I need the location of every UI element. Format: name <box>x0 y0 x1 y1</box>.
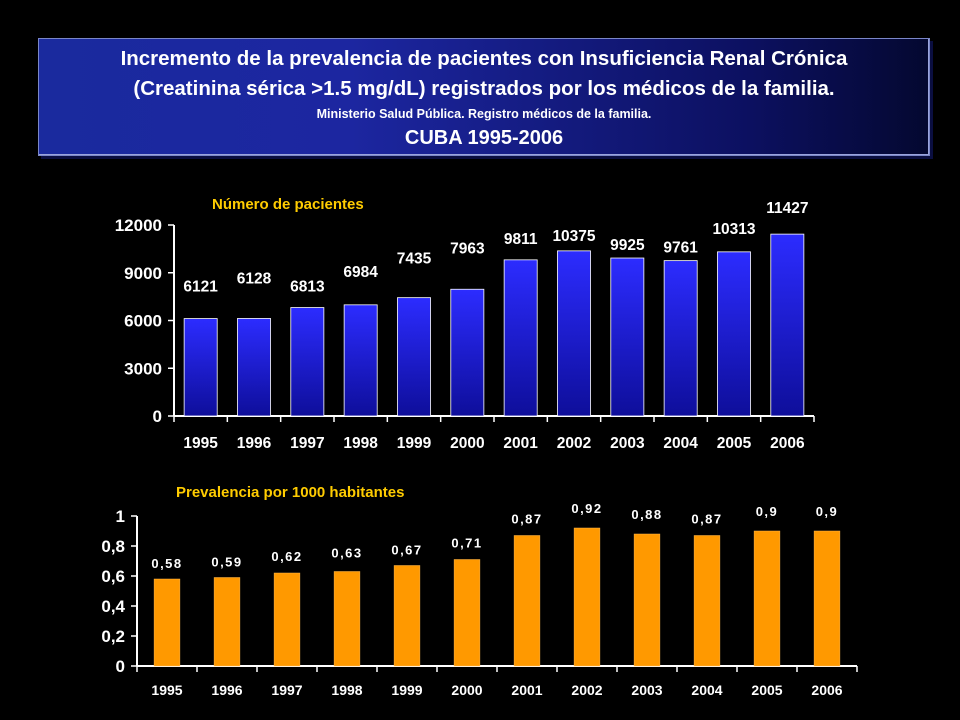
data-label: 0,88 <box>631 507 662 522</box>
bar-1998 <box>343 304 378 417</box>
data-label: 0,58 <box>151 556 182 571</box>
bar-2006 <box>813 530 841 667</box>
data-label: 0,9 <box>816 504 839 519</box>
x-tick-label: 2001 <box>503 435 538 452</box>
bar-1997 <box>273 572 301 667</box>
bar-1996 <box>213 577 241 667</box>
subtitle: CUBA 1995-2006 <box>404 127 564 149</box>
y-tick-label: 6000 <box>124 312 162 331</box>
data-label: 0,63 <box>331 546 362 561</box>
data-label: 0,92 <box>571 501 602 516</box>
bar-2000 <box>450 288 485 417</box>
x-tick-label: 2002 <box>571 682 602 698</box>
chart-title: Número de pacientes <box>212 196 364 213</box>
x-tick-label: 2002 <box>557 435 591 452</box>
x-tick-label: 2006 <box>811 682 842 698</box>
data-label: 10375 <box>552 228 595 245</box>
bar-2003 <box>633 533 661 667</box>
bar-2001 <box>513 535 541 667</box>
title-line-2: (Creatinina sérica >1.5 mg/dL) registrad… <box>133 77 835 100</box>
x-tick-label: 1995 <box>183 435 218 452</box>
bar-2001 <box>503 259 538 417</box>
y-tick-label: 1 <box>116 507 125 526</box>
data-label: 0,9 <box>756 504 779 519</box>
data-label: 7435 <box>397 251 432 268</box>
data-label: 9811 <box>504 231 538 248</box>
data-label: 0,62 <box>271 549 302 564</box>
x-tick-label: 1995 <box>151 682 182 698</box>
data-label: 0,67 <box>391 543 422 558</box>
x-tick-label: 1996 <box>237 435 272 452</box>
y-tick-label: 3000 <box>124 359 162 378</box>
y-tick-label: 0 <box>116 657 125 676</box>
data-label: 7963 <box>450 240 485 257</box>
x-tick-label: 2005 <box>717 435 752 452</box>
data-label: 0,87 <box>691 512 722 527</box>
x-tick-label: 1999 <box>397 435 432 452</box>
data-label: 0,71 <box>451 536 482 551</box>
y-tick-label: 12000 <box>115 216 162 235</box>
title-line-1: Incremento de la prevalencia de paciente… <box>120 47 848 70</box>
data-label: 6984 <box>343 264 378 281</box>
x-tick-label: 1997 <box>290 435 324 452</box>
y-tick-label: 0,2 <box>101 627 125 646</box>
bar-1996 <box>237 318 271 417</box>
x-tick-label: 1996 <box>211 682 242 698</box>
data-label: 9761 <box>663 240 698 257</box>
bar-2002 <box>573 527 601 667</box>
y-tick-label: 0,8 <box>101 537 125 556</box>
x-tick-label: 2004 <box>663 435 698 452</box>
x-tick-label: 2005 <box>751 682 782 698</box>
data-label: 10313 <box>712 221 755 238</box>
x-tick-label: 1997 <box>271 682 302 698</box>
bar-2000 <box>453 559 481 667</box>
data-label: 0,87 <box>511 512 542 527</box>
bar-2002 <box>557 250 591 417</box>
bar-2004 <box>693 535 721 667</box>
title-banner: Incremento de la prevalencia de paciente… <box>38 38 930 156</box>
bar-1997 <box>290 307 325 417</box>
y-tick-label: 9000 <box>124 264 162 283</box>
data-label: 6128 <box>237 270 272 287</box>
x-tick-label: 1999 <box>391 682 422 698</box>
y-tick-label: 0 <box>153 407 162 426</box>
x-tick-label: 2004 <box>691 682 722 698</box>
x-tick-label: 2000 <box>450 435 484 452</box>
x-tick-label: 2000 <box>451 682 482 698</box>
x-tick-label: 2006 <box>770 435 805 452</box>
x-tick-label: 2001 <box>511 682 542 698</box>
x-tick-label: 1998 <box>331 682 362 698</box>
y-tick-label: 0,6 <box>101 567 125 586</box>
bar-2005 <box>753 530 781 667</box>
x-tick-label: 1998 <box>343 435 378 452</box>
data-label: 0,59 <box>211 555 242 570</box>
source-note: Ministerio Salud Pública. Registro médic… <box>316 107 652 121</box>
x-tick-label: 2003 <box>631 682 662 698</box>
bar-2005 <box>717 251 751 417</box>
bar-1999 <box>397 297 431 417</box>
bar-2004 <box>663 260 698 417</box>
data-label: 6121 <box>183 279 218 296</box>
data-label: 11427 <box>766 200 808 217</box>
bar-1999 <box>393 565 421 667</box>
chart-title: Prevalencia por 1000 habitantes <box>176 484 404 501</box>
bar-1998 <box>333 571 361 667</box>
y-tick-label: 0,4 <box>101 597 125 616</box>
data-label: 9925 <box>610 237 645 254</box>
x-tick-label: 2003 <box>610 435 645 452</box>
bar-1995 <box>153 578 181 667</box>
bar-2006 <box>770 233 805 417</box>
data-label: 6813 <box>290 279 325 296</box>
bar-1995 <box>183 318 218 417</box>
bar-2003 <box>610 257 645 417</box>
